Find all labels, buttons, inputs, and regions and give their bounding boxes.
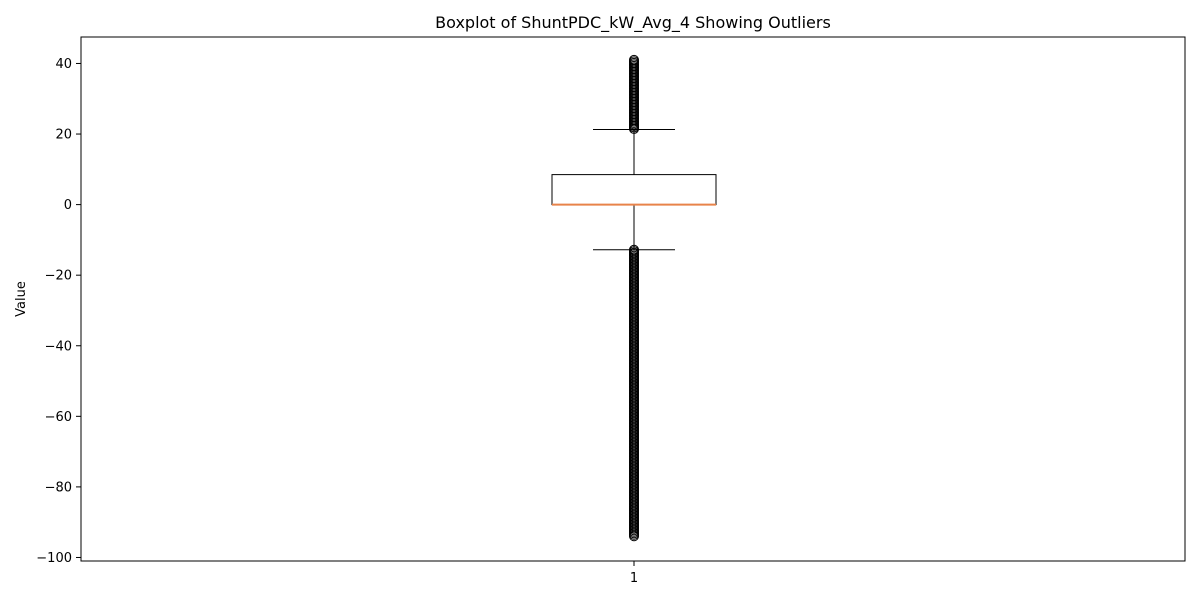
y-axis-label: Value <box>14 281 29 317</box>
y-tick-label: 20 <box>55 128 72 143</box>
box-body <box>551 174 717 206</box>
outlier-markers <box>629 54 639 542</box>
y-tick-label: 0 <box>64 198 72 213</box>
y-tick-label: 40 <box>55 57 72 72</box>
x-tick-label: 1 <box>630 571 638 586</box>
axes-frame <box>80 36 1186 562</box>
y-tick-label: −100 <box>36 551 72 566</box>
y-tick-label: −20 <box>45 269 72 284</box>
chart-title: Boxplot of ShuntPDC_kW_Avg_4 Showing Out… <box>435 13 831 33</box>
y-tick-label: −80 <box>45 480 72 495</box>
y-tick-label: −60 <box>45 410 72 425</box>
plot-area: 40 20 0 −20 −40 −60 −80 −100 1 <box>36 36 1186 586</box>
y-tick-label: −40 <box>45 339 72 354</box>
outlier-point <box>629 531 639 542</box>
